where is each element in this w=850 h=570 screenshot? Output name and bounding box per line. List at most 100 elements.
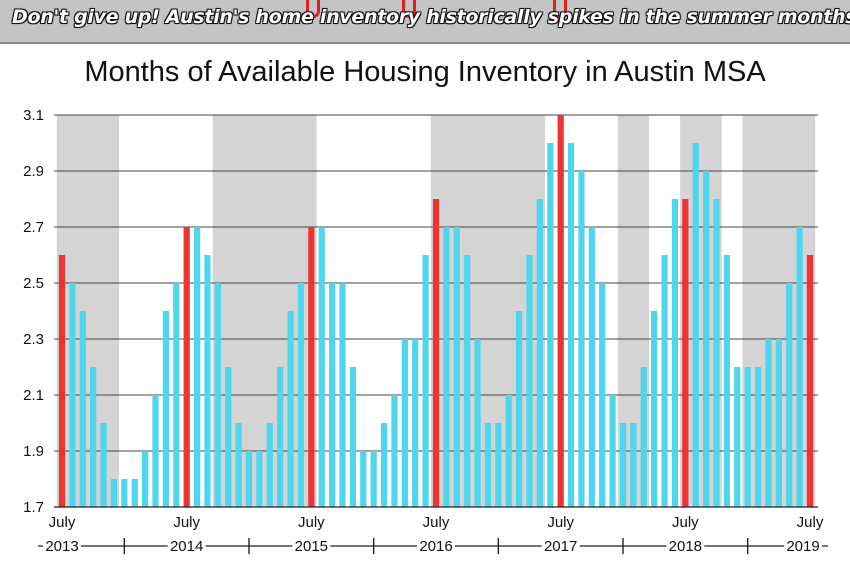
bar <box>225 367 232 507</box>
bar <box>619 423 627 507</box>
bar <box>796 227 803 507</box>
bar <box>599 283 606 507</box>
bar <box>671 199 679 507</box>
bar <box>505 395 512 507</box>
year-label-bg <box>292 537 331 554</box>
bar <box>100 423 107 507</box>
bar <box>547 143 554 507</box>
bar-july <box>183 227 190 507</box>
bar <box>443 227 450 507</box>
bar <box>464 255 471 507</box>
bar <box>578 171 585 507</box>
x-month-label: July <box>49 514 76 531</box>
x-month-label: July <box>797 514 824 531</box>
y-tick-label: 1.7 <box>23 499 44 516</box>
bar <box>744 367 751 507</box>
year-label-bg <box>43 537 81 554</box>
bar <box>661 255 668 507</box>
year-label-bg <box>666 537 705 554</box>
bar <box>640 367 647 507</box>
y-tick-label: 3.1 <box>23 107 44 124</box>
bar <box>765 339 772 507</box>
x-month-label: July <box>423 514 450 531</box>
bar <box>110 479 118 507</box>
bar <box>131 479 138 507</box>
bar <box>775 339 782 507</box>
bar <box>329 283 336 507</box>
bar-july <box>806 255 814 507</box>
bar <box>703 171 710 507</box>
bar <box>152 395 159 507</box>
bar <box>495 423 502 507</box>
banner-decoration-left <box>306 0 320 18</box>
bar <box>297 283 305 507</box>
x-month-label: July <box>672 514 699 531</box>
x-year-label: 2015 <box>295 538 328 555</box>
banner-text: Don't give up! Austin's home inventory h… <box>12 6 850 28</box>
bar <box>609 395 616 507</box>
bar <box>651 311 658 507</box>
bar <box>162 311 169 507</box>
banner-decoration-mid <box>402 0 416 18</box>
bar <box>90 367 97 507</box>
bar <box>69 283 76 507</box>
x-month-label: July <box>298 514 325 531</box>
bar <box>277 367 284 507</box>
bar <box>245 451 253 507</box>
bar <box>121 479 128 507</box>
x-month-label: July <box>173 514 200 531</box>
bar <box>754 367 762 507</box>
bar <box>567 143 575 507</box>
bar <box>339 283 346 507</box>
bar <box>453 227 460 507</box>
bar <box>193 227 201 507</box>
bar-july <box>432 199 440 507</box>
bar <box>474 339 481 507</box>
banner: Don't give up! Austin's home inventory h… <box>0 0 850 44</box>
year-label-bg <box>784 537 822 554</box>
bar <box>266 423 273 507</box>
bar <box>204 255 211 507</box>
bar <box>256 451 263 507</box>
bar <box>713 199 720 507</box>
bar <box>516 311 523 507</box>
bar <box>287 311 294 507</box>
banner-decoration-right <box>553 0 567 18</box>
bar-july <box>682 199 689 507</box>
y-tick-label: 2.9 <box>23 163 44 180</box>
bar <box>79 311 86 507</box>
x-year-label: 2019 <box>786 538 819 555</box>
bar <box>370 451 377 507</box>
chart-title: Months of Available Housing Inventory in… <box>84 56 766 88</box>
bar <box>380 423 388 507</box>
x-year-label: 2017 <box>544 538 577 555</box>
x-year-label: 2018 <box>669 538 702 555</box>
bar <box>786 283 793 507</box>
bar <box>723 255 730 507</box>
y-tick-label: 2.3 <box>23 331 44 348</box>
bar <box>401 339 408 507</box>
bar <box>318 227 325 507</box>
x-year-label: 2014 <box>170 538 203 555</box>
bar <box>526 255 533 507</box>
bar <box>588 227 595 507</box>
bar <box>349 367 356 507</box>
y-tick-label: 2.1 <box>23 387 44 404</box>
bar <box>536 199 543 507</box>
bar <box>692 143 699 507</box>
bar <box>173 283 180 507</box>
bar <box>734 367 741 507</box>
shaded-band <box>56 115 120 507</box>
x-year-label: 2016 <box>419 538 452 555</box>
x-month-label: July <box>547 514 574 531</box>
x-year-label: 2013 <box>45 538 78 555</box>
bar <box>142 451 149 507</box>
bar-july <box>308 227 315 507</box>
year-label-bg <box>417 537 455 554</box>
y-tick-label: 1.9 <box>23 443 44 460</box>
bar <box>484 423 492 507</box>
y-tick-label: 2.5 <box>23 275 44 292</box>
bar <box>214 283 221 507</box>
bar <box>422 255 429 507</box>
